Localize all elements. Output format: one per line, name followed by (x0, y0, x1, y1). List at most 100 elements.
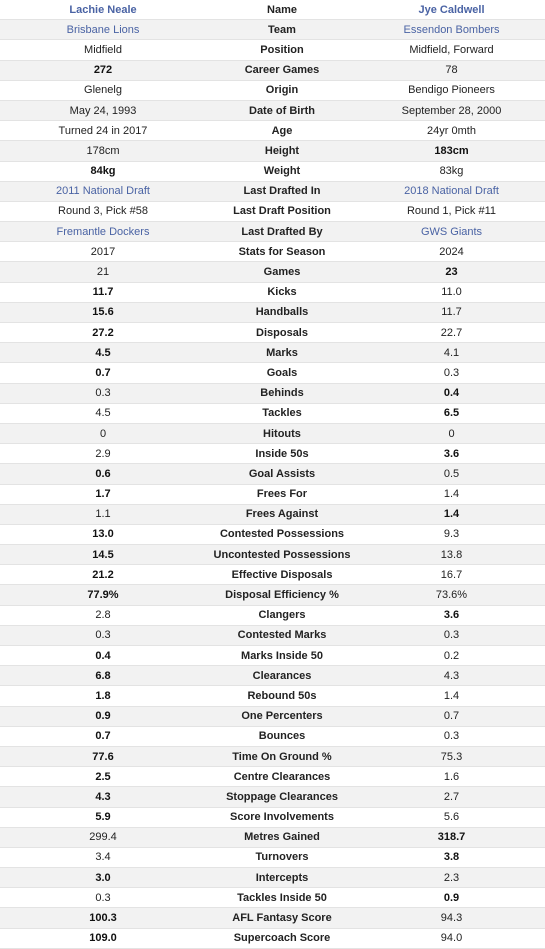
row-tackles-inside-50: 0.3 Tackles Inside 50 0.9 (0, 887, 545, 908)
stat-label: Clangers (206, 605, 358, 626)
right-player-value: 11.7 (358, 302, 545, 323)
right-player-value: 0.4 (358, 383, 545, 404)
row-marks: 4.5 Marks 4.1 (0, 342, 545, 363)
left-last-drafted-in-link[interactable]: 2011 National Draft (56, 185, 150, 198)
right-player-value: 0.3 (358, 362, 545, 384)
row-frees-for: 1.7 Frees For 1.4 (0, 484, 545, 505)
right-player-value: 0.5 (358, 463, 545, 484)
left-player-value: 0.3 (0, 887, 206, 908)
row-supercoach-score: 109.0 Supercoach Score 94.0 (0, 928, 545, 949)
left-player-value: 15.6 (0, 302, 206, 323)
row-effective-disposals: 21.2 Effective Disposals 16.7 (0, 564, 545, 585)
left-player-value: 84kg (0, 161, 206, 182)
stat-label: Kicks (206, 282, 358, 303)
right-player-value: 83kg (358, 161, 545, 182)
row-last-drafted-by: Fremantle Dockers Last Drafted By GWS Gian… (0, 221, 545, 242)
right-player-value: 0.3 (358, 726, 545, 747)
right-player-value: 0.9 (358, 887, 545, 908)
row-team: Brisbane Lions Team Essendon Bombers (0, 19, 545, 40)
left-player-value: 11.7 (0, 282, 206, 303)
row-intercepts: 3.0 Intercepts 2.3 (0, 867, 545, 888)
stat-label: Metres Gained (206, 827, 358, 848)
row-inside-50s: 2.9 Inside 50s 3.6 (0, 443, 545, 464)
row-kicks: 11.7 Kicks 11.0 (0, 282, 545, 303)
left-player-value: Turned 24 in 2017 (0, 120, 206, 141)
right-player-value: 2024 (358, 241, 545, 262)
right-last-drafted-in-link[interactable]: 2018 National Draft (404, 185, 499, 198)
left-player-value: 4.5 (0, 342, 206, 363)
right-player-value: September 28, 2000 (358, 100, 545, 121)
row-time-on-ground-pct: 77.6 Time On Ground % 75.3 (0, 746, 545, 767)
stat-label: Tackles (206, 403, 358, 424)
stat-label: Last Draft Position (206, 201, 358, 222)
left-player-value: 0.3 (0, 383, 206, 404)
right-last-drafted-by-link[interactable]: GWS Giants (420, 225, 483, 238)
left-player-value: 0.7 (0, 726, 206, 747)
stat-label: Rebound 50s (206, 685, 358, 707)
stat-label: Contested Possessions (206, 524, 358, 545)
row-contested-marks: 0.3 Contested Marks 0.3 (0, 625, 545, 646)
left-player-value: 0.4 (0, 645, 206, 666)
left-name-link[interactable]: Lachie Neale (69, 3, 137, 16)
left-player-value: 0 (0, 423, 206, 444)
row-age: Turned 24 in 2017 Age 24yr 0mth (0, 120, 545, 141)
row-date-of-birth: May 24, 1993 Date of Birth September 28, 2… (0, 100, 545, 121)
right-player-value: Round 1, Pick #11 (358, 201, 545, 222)
stat-label: Inside 50s (206, 443, 358, 464)
stat-label: Effective Disposals (206, 564, 358, 585)
stat-label: Handballs (206, 302, 358, 323)
right-player-value: 1.6 (358, 766, 545, 787)
left-player-value: 27.2 (0, 322, 206, 343)
left-player-value: 272 (0, 60, 206, 81)
right-player-value: 2.7 (358, 786, 545, 807)
left-player-value: 77.6 (0, 746, 206, 767)
left-player-value: 1.7 (0, 484, 206, 505)
right-team-link[interactable]: Essendon Bombers (403, 23, 500, 36)
left-player-value: 4.3 (0, 786, 206, 807)
left-player-value: 1.1 (0, 504, 206, 525)
row-disposal-efficiency-pct: 77.9% Disposal Efficiency % 73.6% (0, 584, 545, 606)
stat-label: Stoppage Clearances (206, 786, 358, 807)
right-player-value: 318.7 (358, 827, 545, 848)
right-player-value: 24yr 0mth (358, 120, 545, 141)
stat-label: Intercepts (206, 867, 358, 888)
left-player-value: 0.6 (0, 463, 206, 484)
left-last-drafted-by-link[interactable]: Fremantle Dockers (56, 225, 150, 238)
left-player-value: Lachie Neale (0, 0, 206, 20)
left-player-value: 21 (0, 261, 206, 283)
stat-label: Disposals (206, 322, 358, 343)
row-afl-fantasy-score: 100.3 AFL Fantasy Score 94.3 (0, 907, 545, 929)
left-player-value: 14.5 (0, 544, 206, 565)
stat-label: Goal Assists (206, 463, 358, 484)
right-player-value: 23 (358, 261, 545, 283)
row-contested-possessions: 13.0 Contested Possessions 9.3 (0, 524, 545, 545)
right-player-value: 13.8 (358, 544, 545, 565)
row-marks-inside-50: 0.4 Marks Inside 50 0.2 (0, 645, 545, 666)
stat-label: Team (206, 19, 358, 40)
left-team-link[interactable]: Brisbane Lions (66, 23, 140, 36)
left-player-value: 1.8 (0, 685, 206, 707)
left-player-value: 2017 (0, 241, 206, 262)
right-player-value: 2.3 (358, 867, 545, 888)
stat-label: Position (206, 39, 358, 61)
left-player-value: 0.7 (0, 362, 206, 384)
right-player-value: 94.3 (358, 907, 545, 929)
right-player-value: 0 (358, 423, 545, 444)
right-player-value: 1.4 (358, 484, 545, 505)
right-player-value: 4.3 (358, 665, 545, 686)
left-player-value: 109.0 (0, 928, 206, 949)
left-player-value: 0.3 (0, 625, 206, 646)
row-last-drafted-in: 2011 National Draft Last Drafted In 2018 N… (0, 181, 545, 202)
left-player-value: 13.0 (0, 524, 206, 545)
right-player-value: 4.1 (358, 342, 545, 363)
right-player-value: 11.0 (358, 282, 545, 303)
row-clangers: 2.8 Clangers 3.6 (0, 605, 545, 626)
row-stoppage-clearances: 4.3 Stoppage Clearances 2.7 (0, 786, 545, 807)
right-name-link[interactable]: Jye Caldwell (418, 3, 485, 16)
row-position: Midfield Position Midfield, Forward (0, 39, 545, 61)
stat-label: Clearances (206, 665, 358, 686)
right-player-value: 183cm (358, 140, 545, 161)
right-player-value: 16.7 (358, 564, 545, 585)
